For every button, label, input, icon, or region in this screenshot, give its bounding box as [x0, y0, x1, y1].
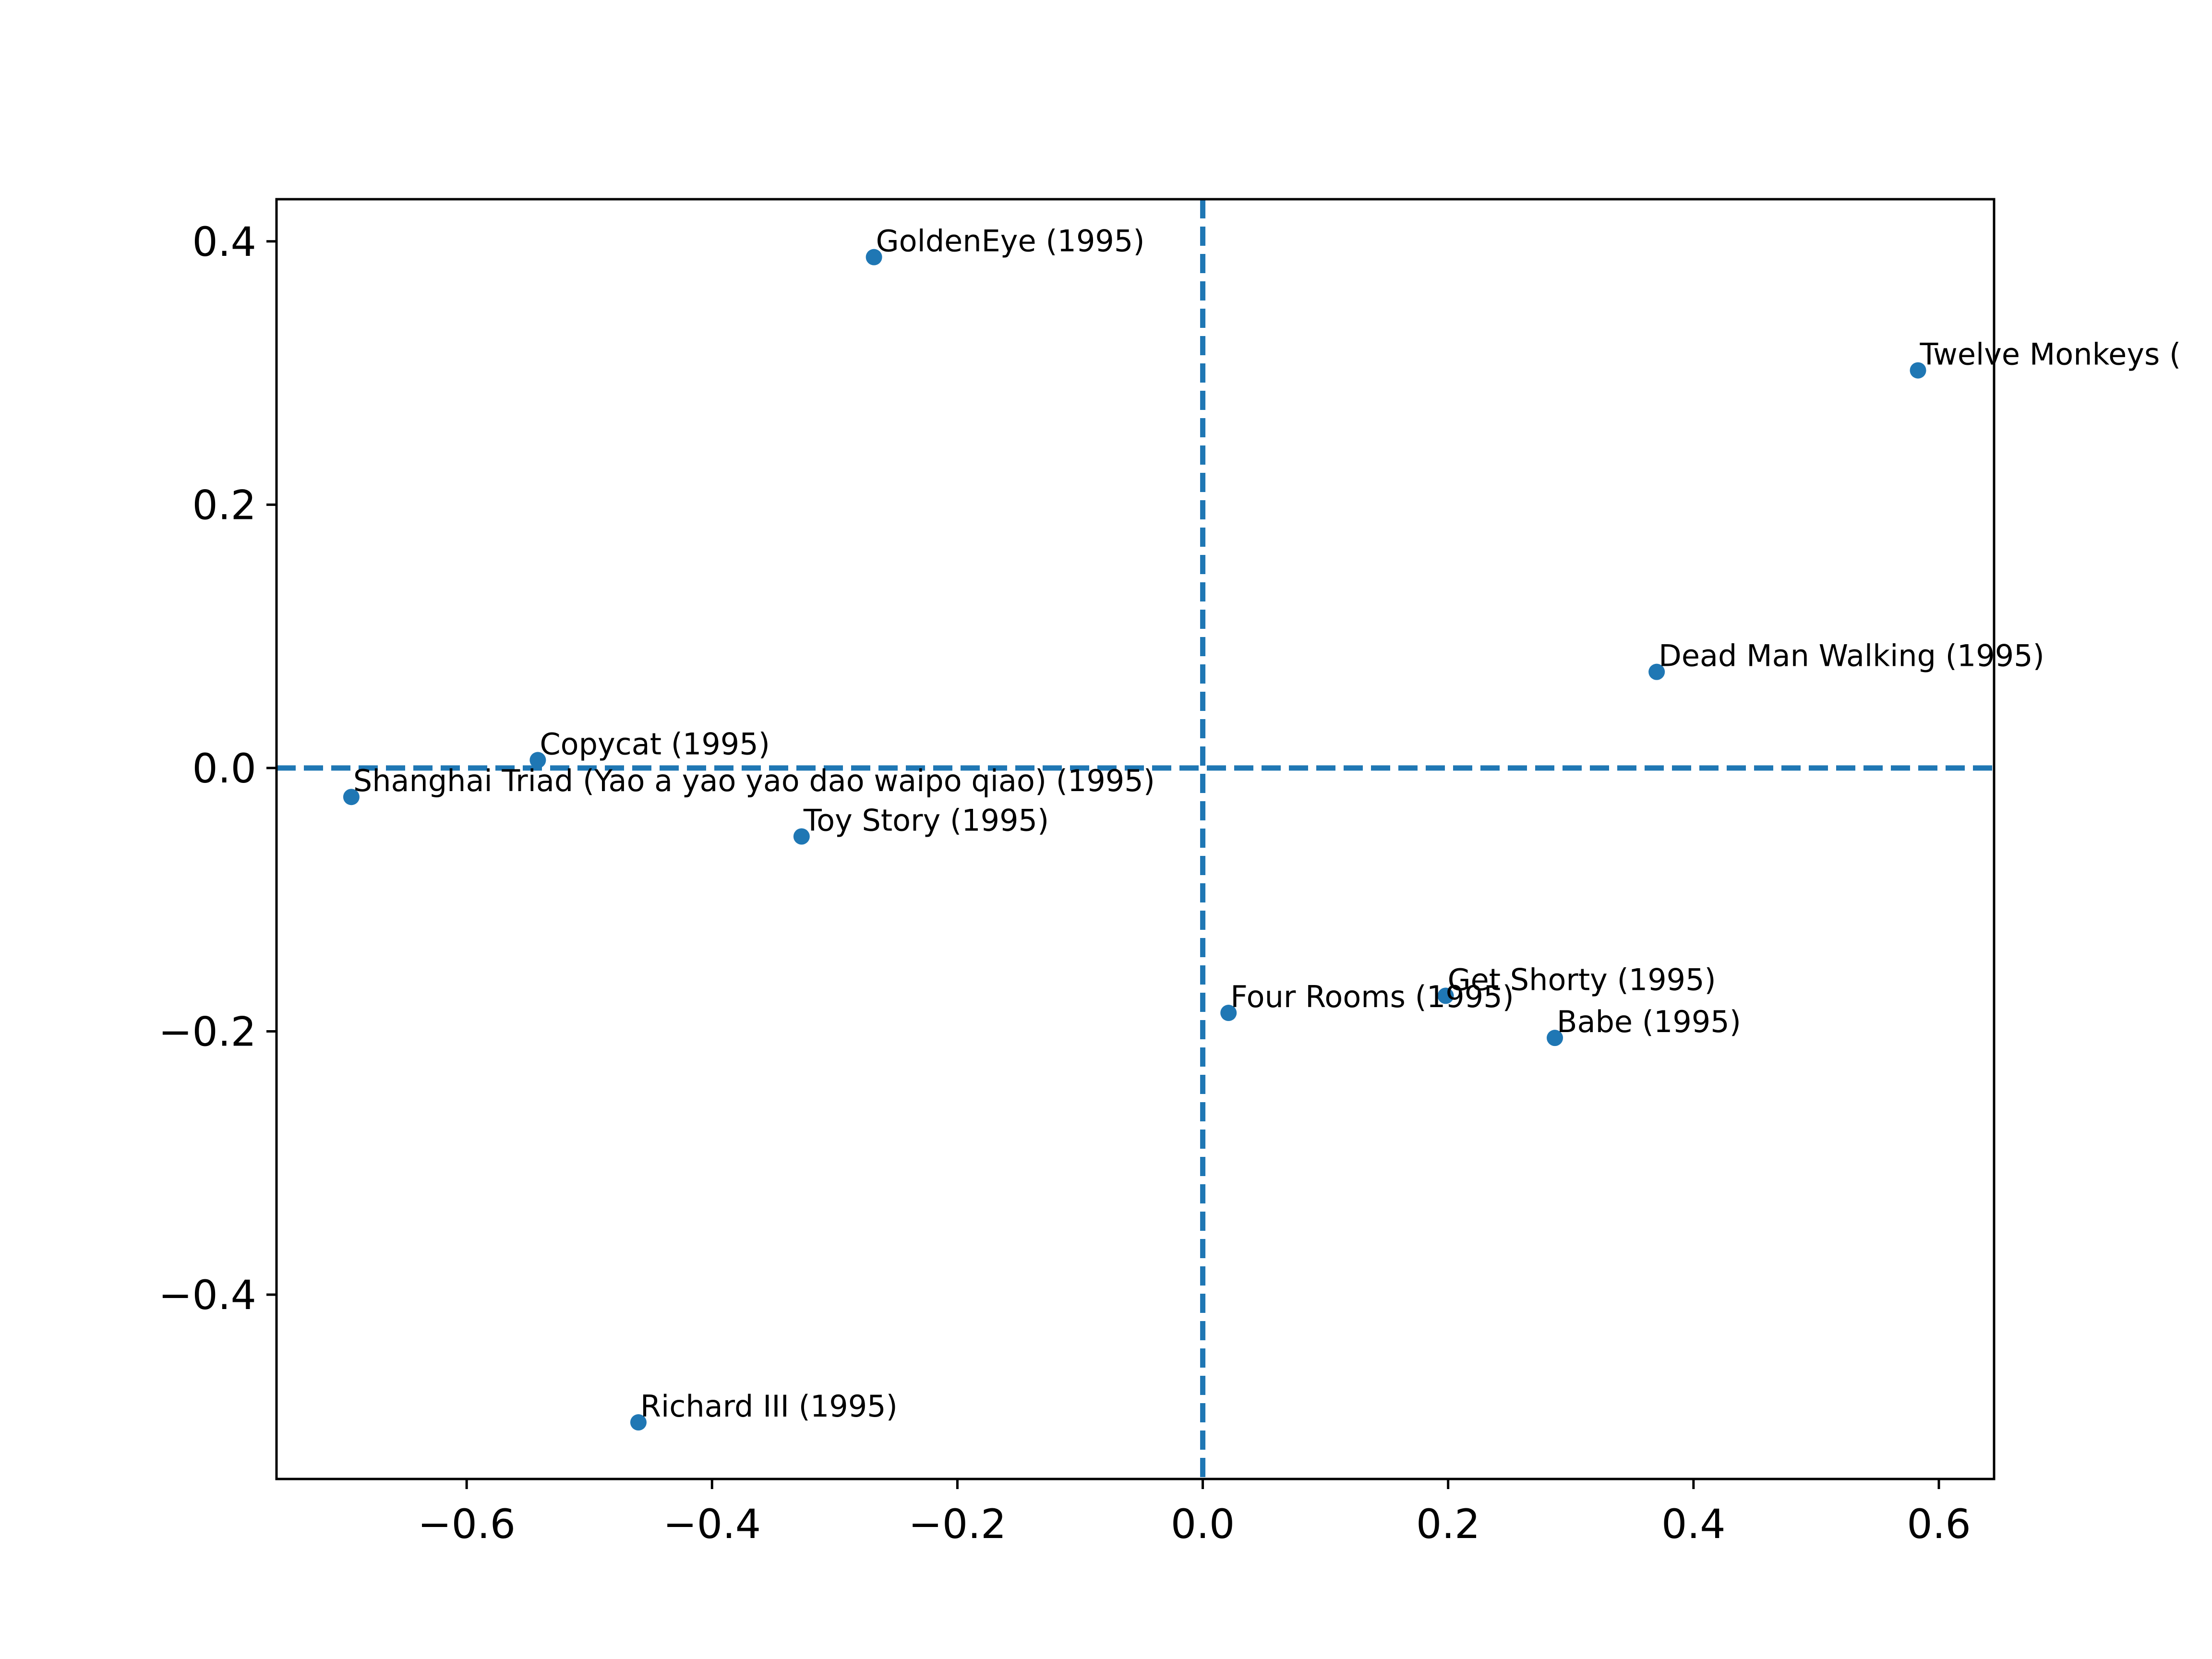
- point-label: Toy Story (1995): [803, 803, 1049, 838]
- data-point: [1910, 362, 1926, 379]
- y-tick-label: −0.4: [158, 1272, 256, 1319]
- point-label: Copycat (1995): [540, 726, 770, 761]
- data-point: [866, 249, 882, 265]
- x-tick-label: −0.2: [908, 1501, 1006, 1548]
- data-point: [1220, 1005, 1237, 1022]
- point-label: Twelve Monkeys (: [1920, 337, 2181, 372]
- data-point: [529, 752, 546, 769]
- point-label: Shanghai Triad (Yao a yao yao dao waipo …: [353, 763, 1155, 798]
- x-tick-label: 0.0: [1171, 1501, 1235, 1548]
- point-label: Four Rooms (1995): [1230, 979, 1514, 1014]
- y-tick-label: 0.0: [192, 745, 256, 792]
- data-point: [630, 1414, 647, 1431]
- x-tick-label: 0.4: [1661, 1501, 1726, 1548]
- plot-frame: [275, 198, 1996, 1480]
- x-tick-label: −0.4: [663, 1501, 761, 1548]
- x-tick-label: −0.6: [418, 1501, 516, 1548]
- point-label: Babe (1995): [1557, 1004, 1741, 1039]
- data-point: [343, 789, 360, 805]
- point-label: Get Shorty (1995): [1448, 962, 1716, 997]
- x-tick-label: 0.2: [1416, 1501, 1480, 1548]
- y-tick-label: 0.2: [192, 481, 256, 529]
- data-point: [1547, 1030, 1563, 1046]
- point-label: Dead Man Walking (1995): [1659, 638, 2044, 673]
- x-tick-label: 0.6: [1907, 1501, 1971, 1548]
- y-tick-label: 0.4: [192, 218, 256, 265]
- y-tick-label: −0.2: [158, 1008, 256, 1055]
- data-point: [1437, 987, 1454, 1004]
- data-point: [793, 828, 810, 845]
- data-point: [1648, 663, 1665, 680]
- point-label: GoldenEye (1995): [876, 224, 1145, 259]
- point-label: Richard III (1995): [640, 1389, 898, 1424]
